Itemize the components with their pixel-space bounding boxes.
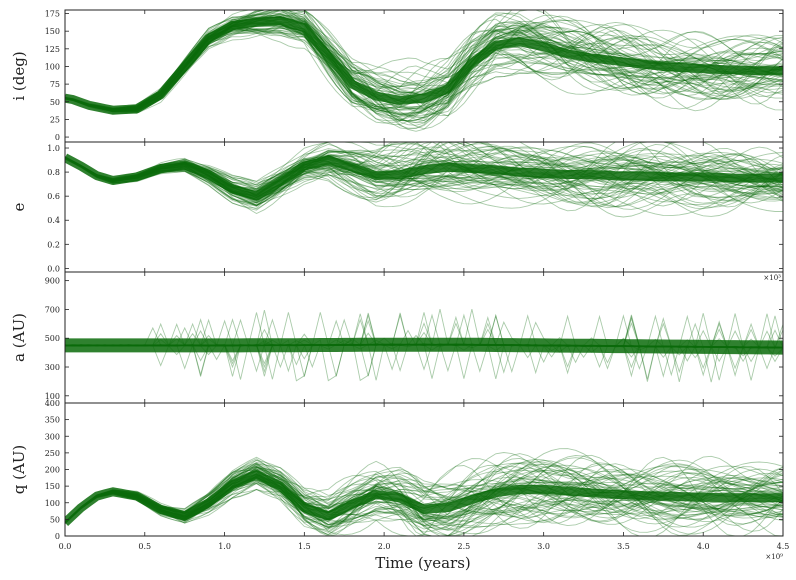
x-axis-label: Time (years) bbox=[375, 554, 471, 572]
trajectory-line bbox=[65, 10, 783, 123]
y-tick-label: 0 bbox=[55, 532, 60, 541]
trajectory-line bbox=[65, 469, 783, 533]
y-tick-label: 0.2 bbox=[47, 240, 60, 249]
trajectory-line bbox=[65, 458, 783, 527]
panel-peri: 0 50 100 150 200 250 300 350 400 q (AU) bbox=[10, 399, 784, 541]
y-tick-label: 500 bbox=[45, 334, 60, 343]
median-band bbox=[65, 470, 783, 526]
shared-x-axis: 0.0 0.5 1.0 1.5 2.0 2.5 3.0 3.5 4.0 4.5 bbox=[59, 542, 790, 551]
y-tick-label: 100 bbox=[45, 392, 60, 401]
y-tick-label: 75 bbox=[50, 80, 60, 89]
panel-ecc: 0.0 0.2 0.4 0.6 0.8 1.0 e bbox=[10, 141, 784, 273]
y-tick-label: 300 bbox=[45, 432, 60, 441]
trajectory-line bbox=[65, 145, 783, 198]
y-tick-label: 700 bbox=[45, 305, 60, 314]
trajectory-line bbox=[65, 10, 783, 122]
y-tick-label: 250 bbox=[45, 449, 60, 458]
y-tick-label: 900 bbox=[45, 277, 60, 286]
trajectory-line bbox=[65, 10, 783, 122]
x-tick-label: 1.0 bbox=[218, 542, 231, 551]
trajectory-line bbox=[65, 150, 783, 198]
median-band bbox=[65, 153, 783, 201]
y-tick-label: 300 bbox=[45, 363, 60, 372]
trajectory-line bbox=[65, 156, 783, 210]
panel-frame bbox=[64, 271, 784, 404]
y-tick-label: 1.0 bbox=[47, 144, 60, 153]
y-tick-label: 150 bbox=[45, 27, 60, 36]
trajectory-line bbox=[65, 142, 783, 204]
trajectory-line bbox=[65, 462, 783, 533]
trajectory-line bbox=[65, 452, 783, 536]
trajectory-line bbox=[65, 462, 783, 536]
y-tick-label: 0.6 bbox=[47, 192, 60, 201]
x-tick-label: 3.5 bbox=[617, 542, 630, 551]
x-tick-label: 2.5 bbox=[458, 542, 471, 551]
y-tick-label: 100 bbox=[45, 62, 60, 71]
y-tick-label: 150 bbox=[45, 482, 60, 491]
trajectory-line bbox=[65, 455, 783, 528]
trajectories-sma bbox=[65, 309, 783, 383]
y-tick-label: 175 bbox=[45, 10, 60, 19]
y-tick-label: 350 bbox=[45, 416, 60, 425]
y-tick-label: 50 bbox=[50, 98, 60, 107]
trajectory-line bbox=[65, 453, 783, 536]
y-axis-label-ecc: e bbox=[10, 202, 28, 211]
y-tick-label: 125 bbox=[45, 45, 60, 54]
y-tick-label: 400 bbox=[45, 399, 60, 408]
y-tick-label: 0.8 bbox=[47, 168, 60, 177]
x-axis-multiplier: ×10⁹ bbox=[765, 553, 783, 561]
trajectories-peri bbox=[65, 448, 783, 536]
x-tick-label: 4.0 bbox=[697, 542, 710, 551]
trajectory-line bbox=[65, 463, 783, 536]
y-tick-label: 100 bbox=[45, 499, 60, 508]
y-tick-label: 50 bbox=[50, 515, 60, 524]
trajectory-line bbox=[65, 142, 783, 217]
x-tick-label: 1.5 bbox=[298, 542, 311, 551]
y-tick-label: 25 bbox=[50, 115, 60, 124]
panel-sma: 100 300 500 700 900 a (AU) ×10³ bbox=[10, 271, 784, 404]
trajectories-inc bbox=[65, 10, 783, 132]
trajectory-line bbox=[65, 142, 783, 218]
x-tick-label: 4.5 bbox=[777, 542, 790, 551]
y-multiplier-sma: ×10³ bbox=[763, 274, 781, 282]
y-tick-label: 0.4 bbox=[47, 216, 60, 225]
x-tick-label: 0.0 bbox=[59, 542, 72, 551]
panel-inc: 0 25 50 75 100 125 150 175 i (deg) bbox=[10, 9, 784, 143]
y-axis-label-inc: i (deg) bbox=[10, 51, 28, 100]
x-tick-label: 0.5 bbox=[138, 542, 151, 551]
trajectories-ecc bbox=[65, 142, 783, 218]
y-axis-label-sma: a (AU) bbox=[10, 313, 28, 362]
trajectory-line bbox=[65, 148, 783, 196]
x-tick-label: 3.0 bbox=[537, 542, 550, 551]
y-tick-label: 0 bbox=[55, 133, 60, 142]
x-tick-label: 2.0 bbox=[378, 542, 391, 551]
trajectory-line bbox=[65, 147, 783, 205]
trajectory-line bbox=[65, 146, 783, 204]
trajectory-line bbox=[65, 465, 783, 526]
median-band bbox=[65, 16, 783, 115]
y-tick-label: 200 bbox=[45, 466, 60, 475]
y-axis-label-peri: q (AU) bbox=[10, 445, 28, 495]
trajectory-line bbox=[65, 142, 783, 204]
y-tick-label: 0.0 bbox=[47, 264, 60, 273]
median-band bbox=[65, 337, 783, 355]
